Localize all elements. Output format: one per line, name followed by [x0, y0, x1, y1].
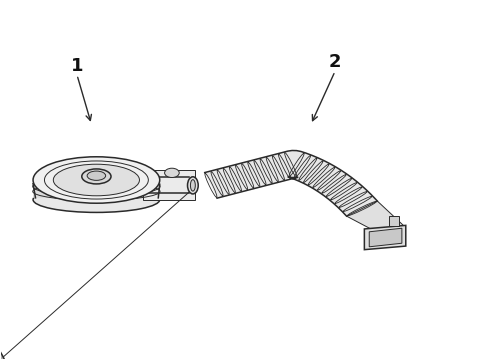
Polygon shape [33, 184, 160, 198]
Ellipse shape [188, 177, 198, 194]
Polygon shape [205, 150, 377, 216]
Ellipse shape [82, 169, 111, 184]
Bar [145, 177, 189, 193]
Bar [143, 170, 196, 201]
Ellipse shape [0, 346, 8, 360]
Text: 2: 2 [329, 53, 342, 71]
Ellipse shape [87, 171, 106, 180]
Ellipse shape [33, 157, 160, 203]
Text: 1: 1 [71, 57, 83, 75]
Polygon shape [365, 225, 406, 249]
Polygon shape [346, 201, 403, 246]
Ellipse shape [33, 187, 160, 212]
Ellipse shape [165, 168, 179, 177]
Ellipse shape [53, 164, 140, 196]
Ellipse shape [191, 180, 196, 191]
Polygon shape [369, 228, 402, 247]
Bar [389, 216, 399, 226]
